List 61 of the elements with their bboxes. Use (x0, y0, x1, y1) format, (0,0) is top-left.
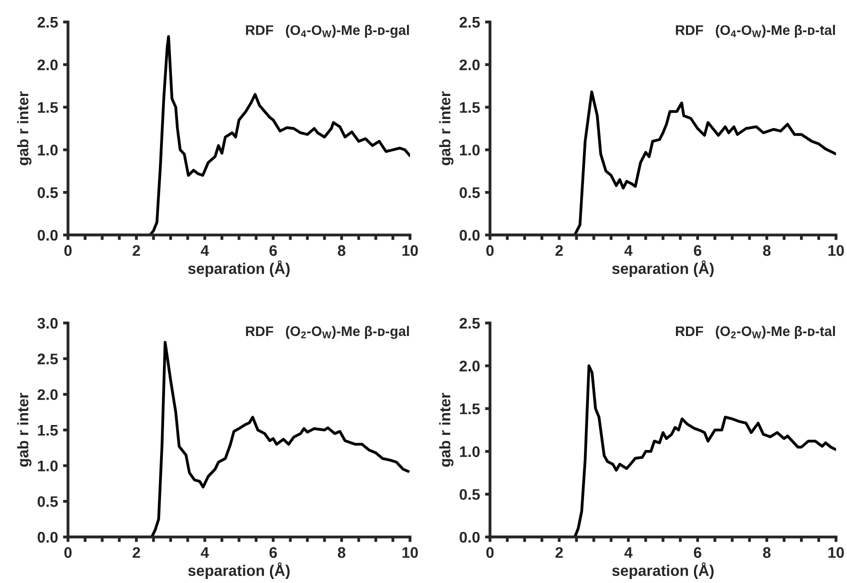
x-axis-title: separation (Å) (612, 562, 714, 580)
x-tick-label: 8 (763, 245, 771, 256)
x-tick-label: 0 (64, 547, 72, 558)
x-tick-label: 2 (555, 547, 563, 558)
x-tick-label: 10 (402, 245, 418, 256)
y-tick-label: 1.5 (38, 102, 58, 113)
chart-title: RDF (O$_{4}$-O$_{W}$)-Me β-ᴅ-gal (246, 24, 409, 38)
chart-title: RDF (O$_{2}$-O$_{W}$)-Me β-ᴅ-gal (246, 326, 409, 339)
chart-title: RDF (O$_{2}$-O$_{W}$)-Me β-ᴅ-tal (676, 326, 835, 339)
x-tick-label: 0 (486, 547, 494, 558)
x-tick-label: 2 (132, 547, 140, 558)
x-axis-title: separation (Å) (612, 260, 714, 278)
y-tick-label: 2.0 (460, 59, 480, 70)
x-tick-label: 10 (828, 547, 844, 558)
x-tick-label: 4 (624, 547, 633, 558)
x-tick-label: 6 (694, 245, 702, 256)
y-tick-label: 1.5 (38, 425, 58, 436)
x-tick-label: 4 (200, 547, 209, 558)
x-tick-label: 6 (270, 245, 277, 256)
x-tick-label: 10 (828, 245, 844, 256)
x-tick-label: 6 (694, 547, 702, 558)
y-tick-label: 0.5 (38, 496, 58, 508)
y-tick-label: 0.5 (460, 187, 480, 198)
x-tick-label: 6 (270, 547, 277, 558)
y-tick-label: 0.5 (460, 489, 480, 500)
y-tick-label: 1.0 (460, 446, 480, 458)
x-tick-label: 8 (763, 547, 771, 558)
y-tick-label: 1.5 (460, 404, 480, 414)
x-tick-label: 4 (624, 245, 633, 256)
y-axis-title: gab r inter (17, 392, 32, 467)
y-tick-label: 1.0 (460, 144, 480, 156)
x-tick-label: 4 (200, 245, 209, 256)
y-tick-label: 3.0 (37, 318, 58, 329)
y-tick-label: 2.5 (460, 318, 480, 329)
y-axis-title: gab r inter (439, 91, 454, 166)
y-tick-label: 1.0 (38, 460, 58, 472)
y-tick-label: 2.5 (38, 354, 58, 364)
x-tick-label: 8 (338, 245, 346, 256)
x-tick-label: 10 (402, 547, 418, 558)
x-tick-label: 2 (132, 245, 140, 256)
y-tick-label: 2.5 (460, 16, 480, 28)
x-tick-label: 0 (64, 245, 72, 256)
y-tick-label: 0.0 (38, 532, 58, 543)
y-axis-title: gab r inter (17, 91, 32, 166)
x-tick-label: 8 (338, 547, 346, 558)
y-tick-label: 0.0 (460, 532, 480, 543)
chart-title: RDF (O$_{4}$-O$_{W}$)-Me β-ᴅ-tal (676, 24, 835, 38)
y-tick-label: 1.5 (460, 102, 480, 113)
y-tick-label: 2.0 (38, 59, 58, 70)
y-tick-label: 2.0 (38, 389, 58, 400)
y-tick-label: 0.5 (38, 187, 58, 198)
x-tick-label: 2 (555, 245, 563, 256)
y-tick-label: 2.5 (38, 16, 58, 28)
x-axis-title: separation (Å) (188, 562, 290, 580)
x-tick-label: 0 (486, 245, 494, 256)
y-tick-label: 2.0 (460, 360, 480, 372)
y-tick-label: 1.0 (38, 144, 58, 156)
x-axis-title: separation (Å) (188, 260, 290, 278)
y-axis-title: gab r inter (439, 392, 454, 467)
y-tick-label: 0.0 (460, 230, 480, 241)
y-tick-label: 0.0 (38, 230, 58, 241)
